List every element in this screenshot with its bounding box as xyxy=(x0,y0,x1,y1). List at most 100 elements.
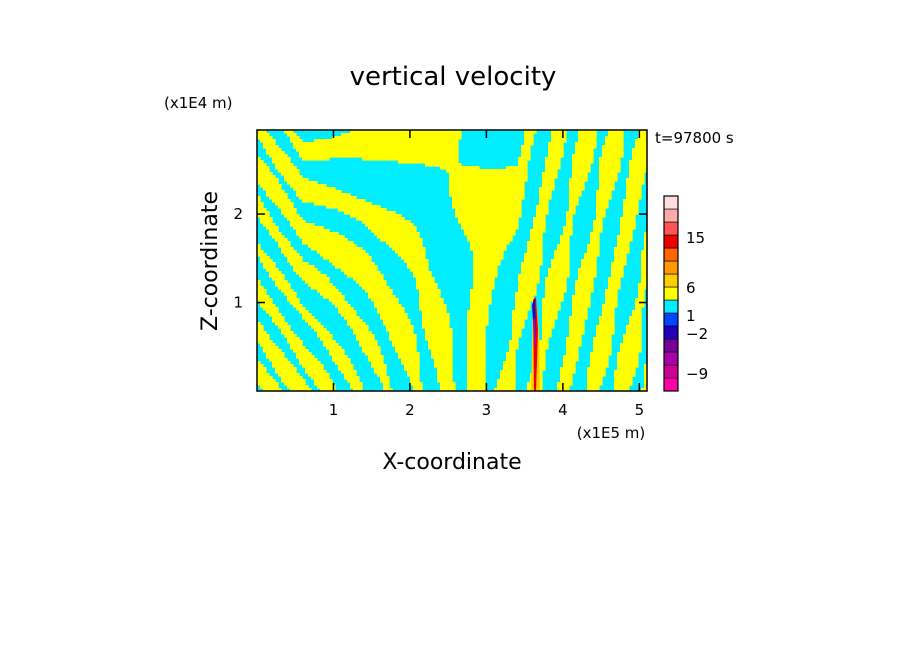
positive-velocity-region xyxy=(467,337,486,341)
positive-velocity-region xyxy=(416,283,438,287)
positive-velocity-region xyxy=(353,331,372,335)
positive-velocity-region xyxy=(257,289,267,293)
positive-velocity-region xyxy=(575,148,594,152)
positive-velocity-region xyxy=(341,370,357,374)
x-tick-label: 3 xyxy=(482,401,492,419)
positive-velocity-region xyxy=(464,229,516,233)
positive-velocity-region xyxy=(467,310,489,314)
positive-velocity-region xyxy=(305,280,330,284)
positive-velocity-region xyxy=(623,337,642,341)
positive-velocity-region xyxy=(578,274,597,278)
positive-velocity-region xyxy=(329,298,345,302)
positive-velocity-region xyxy=(572,301,591,305)
positive-velocity-region xyxy=(629,163,647,167)
positive-velocity-region xyxy=(263,187,282,191)
positive-velocity-region xyxy=(569,181,585,185)
positive-velocity-region xyxy=(272,364,294,368)
positive-velocity-region xyxy=(539,187,555,191)
positive-velocity-region xyxy=(587,247,600,251)
colorbar-segment xyxy=(663,286,679,301)
positive-velocity-region xyxy=(545,289,567,293)
x-tick-label: 2 xyxy=(405,401,415,419)
positive-velocity-region xyxy=(521,151,531,155)
positive-velocity-region xyxy=(311,247,363,251)
positive-velocity-region xyxy=(287,337,300,341)
positive-velocity-region xyxy=(449,187,525,191)
positive-velocity-region xyxy=(437,379,453,383)
time-label: t=97800 s xyxy=(655,129,734,147)
positive-velocity-region xyxy=(584,253,600,257)
positive-velocity-region xyxy=(524,142,534,146)
positive-velocity-region xyxy=(563,358,579,362)
positive-velocity-region xyxy=(608,277,621,281)
positive-velocity-region xyxy=(422,319,450,323)
positive-velocity-region xyxy=(500,376,516,380)
positive-velocity-region xyxy=(266,190,285,194)
positive-velocity-region xyxy=(257,334,270,338)
positive-velocity-region xyxy=(560,238,570,242)
positive-velocity-region xyxy=(368,292,393,296)
positive-velocity-region xyxy=(455,208,522,212)
positive-velocity-region xyxy=(620,229,633,233)
positive-velocity-region xyxy=(398,355,420,359)
positive-velocity-region xyxy=(473,283,495,287)
positive-velocity-region xyxy=(257,169,270,173)
positive-velocity-region xyxy=(449,175,528,179)
positive-velocity-region xyxy=(569,208,576,212)
positive-velocity-region xyxy=(395,346,417,350)
positive-velocity-region xyxy=(320,337,333,341)
positive-velocity-region xyxy=(323,256,372,260)
positive-velocity-region xyxy=(398,253,426,257)
positive-velocity-region xyxy=(548,145,564,149)
positive-velocity-region xyxy=(470,247,507,251)
positive-velocity-region xyxy=(605,136,624,140)
positive-velocity-region xyxy=(620,346,642,350)
positive-velocity-region xyxy=(422,325,450,329)
positive-velocity-region xyxy=(539,202,549,206)
positive-velocity-region xyxy=(461,223,519,227)
positive-velocity-region xyxy=(296,307,306,311)
positive-velocity-region xyxy=(518,163,528,167)
positive-velocity-region xyxy=(422,322,450,326)
positive-velocity-region xyxy=(257,163,267,167)
positive-velocity-region xyxy=(563,229,573,233)
positive-velocity-region xyxy=(293,349,309,353)
positive-velocity-region xyxy=(422,310,447,314)
positive-velocity-region xyxy=(287,340,303,344)
downdraft-purple-core xyxy=(533,318,536,346)
positive-velocity-region xyxy=(518,283,537,287)
positive-velocity-region xyxy=(467,313,489,317)
positive-velocity-region xyxy=(440,385,456,389)
positive-velocity-region xyxy=(575,142,597,146)
positive-velocity-region xyxy=(620,217,636,221)
positive-velocity-region xyxy=(542,325,555,329)
positive-velocity-region xyxy=(569,190,582,194)
colorbar-segment xyxy=(663,273,679,288)
positive-velocity-region xyxy=(587,379,603,383)
positive-velocity-region xyxy=(539,349,546,353)
positive-velocity-region xyxy=(257,370,267,374)
positive-velocity-region xyxy=(560,379,573,383)
positive-velocity-region xyxy=(344,373,357,377)
positive-velocity-region xyxy=(365,289,393,293)
positive-velocity-region xyxy=(368,295,396,299)
positive-velocity-region xyxy=(590,364,609,368)
positive-velocity-region xyxy=(578,130,597,134)
positive-velocity-region xyxy=(626,178,645,182)
positive-velocity-region xyxy=(578,139,597,143)
positive-velocity-region xyxy=(311,286,336,290)
positive-velocity-region xyxy=(299,361,321,365)
positive-velocity-region xyxy=(632,313,642,317)
positive-velocity-region xyxy=(473,265,498,269)
positive-velocity-region xyxy=(542,301,561,305)
positive-velocity-region xyxy=(569,328,585,332)
positive-velocity-region xyxy=(347,379,360,383)
positive-velocity-region xyxy=(401,256,426,260)
positive-velocity-region xyxy=(257,364,264,368)
positive-velocity-region xyxy=(272,235,285,239)
positive-velocity-region xyxy=(629,316,642,320)
positive-velocity-region xyxy=(347,322,366,326)
positive-velocity-region xyxy=(557,244,570,248)
positive-velocity-region xyxy=(545,169,558,173)
positive-velocity-region xyxy=(416,280,435,284)
